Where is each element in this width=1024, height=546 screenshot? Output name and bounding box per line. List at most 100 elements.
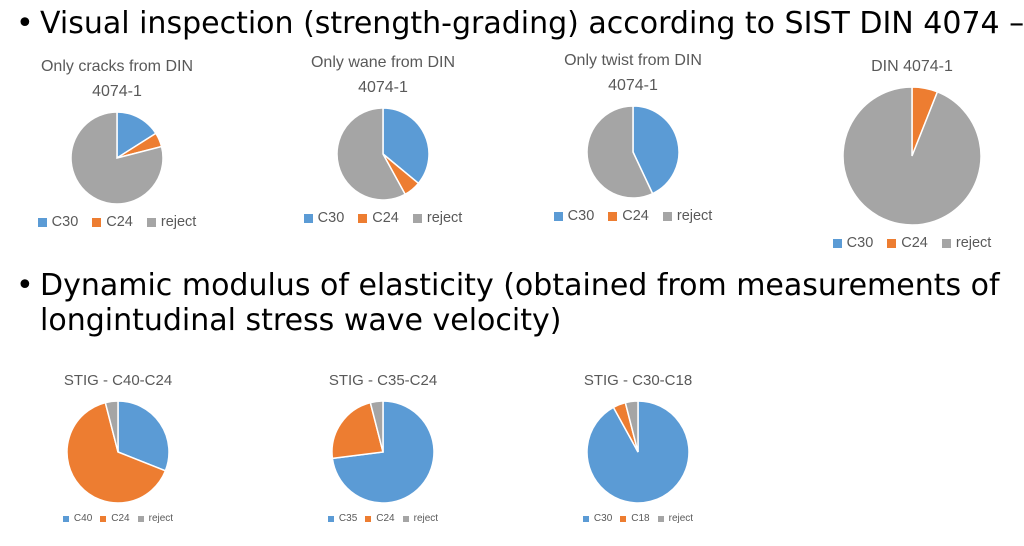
legend-swatch xyxy=(146,217,156,227)
pie-chart-stig-c35-c24: STIG - C35-C24 C35 C24 reject xyxy=(303,368,463,524)
legend-label: C30 xyxy=(51,214,79,230)
bullet-text-dynamic-line1: Dynamic modulus of elasticity (obtained … xyxy=(40,268,1000,303)
pie-slice-reject xyxy=(586,105,654,199)
legend-label: C30 xyxy=(317,210,345,226)
pie-slice-c30 xyxy=(632,105,680,195)
pie-slice-reject xyxy=(336,107,407,201)
legend-swatch xyxy=(327,515,334,522)
pie-chart-wane: Only wane from DIN 4074-1 C30 C24 reject xyxy=(288,50,478,226)
legend-label: reject xyxy=(413,513,439,524)
legend-item-reject: reject xyxy=(662,208,712,224)
pie-slice-reject xyxy=(70,111,164,205)
chart-legend: C30 C24 reject xyxy=(538,208,728,224)
legend-swatch xyxy=(582,515,589,522)
legend-label: reject xyxy=(160,214,197,230)
legend-item-c30: C30 xyxy=(553,208,595,224)
chart-title: STIG - C40-C24 xyxy=(63,372,173,389)
pie-svg xyxy=(70,111,164,205)
legend-swatch xyxy=(941,238,951,248)
legend-item-c24: C24 xyxy=(608,208,649,224)
chart-title: Only twist from DIN 4074-1 xyxy=(564,52,702,94)
bullet-symbol: • xyxy=(16,6,34,41)
chart-title: STIG - C35-C24 xyxy=(328,372,438,389)
legend-label: reject xyxy=(426,210,463,226)
pie-chart-stig-c40-c24: STIG - C40-C24 C40 C24 reject xyxy=(38,368,198,524)
chart-legend: C30 C24 reject xyxy=(22,214,212,230)
bullet-visual-inspection: • Visual inspection (strength-grading) ac… xyxy=(16,6,1024,41)
pie-slice-reject xyxy=(842,86,982,226)
pie-chart-cracks: Only cracks from DIN 4074-1 C30 C24 reject xyxy=(22,54,212,230)
legend-item-c24: C24 xyxy=(365,513,395,524)
legend-label: reject xyxy=(668,513,694,524)
pie-slice-reject xyxy=(624,400,639,453)
legend-item-c35: C35 xyxy=(327,513,357,524)
pie-slice-c40 xyxy=(117,400,170,472)
legend-swatch xyxy=(657,515,664,522)
pie-svg xyxy=(66,400,170,504)
legend-label: C24 xyxy=(901,235,928,251)
legend-label: C24 xyxy=(372,210,399,226)
bullet-dynamic-modulus: • Dynamic modulus of elasticity (obtained… xyxy=(16,268,1000,338)
legend-item-reject: reject xyxy=(146,214,197,230)
legend-swatch xyxy=(412,213,422,223)
legend-swatch xyxy=(402,515,409,522)
bullet-text-dynamic-line2: longintudinal stress wave velocity) xyxy=(40,303,562,338)
chart-title: DIN 4074-1 xyxy=(871,58,953,75)
legend-item-c30: C30 xyxy=(582,513,613,524)
legend-swatch xyxy=(887,238,897,248)
legend-label: reject xyxy=(955,235,992,251)
legend-item-c24: C24 xyxy=(887,235,928,251)
legend-label: reject xyxy=(148,513,174,524)
legend-swatch xyxy=(553,211,563,221)
legend-item-c24: C24 xyxy=(92,214,133,230)
pie-slice-c24 xyxy=(66,401,167,504)
pie-svg xyxy=(331,400,435,504)
legend-item-c24: C24 xyxy=(100,513,130,524)
pie-slice-c24 xyxy=(331,401,384,460)
legend-label: C18 xyxy=(631,513,650,524)
legend-item-c30: C30 xyxy=(37,214,79,230)
legend-swatch xyxy=(832,238,842,248)
legend-item-reject: reject xyxy=(137,513,174,524)
chart-legend: C35 C24 reject xyxy=(303,513,463,524)
legend-swatch xyxy=(608,211,618,221)
legend-swatch xyxy=(303,213,313,223)
legend-swatch xyxy=(62,515,69,522)
chart-title: Only wane from DIN 4074-1 xyxy=(310,54,456,96)
chart-title: STIG - C30-C18 xyxy=(583,372,693,389)
pie-slice-reject xyxy=(369,400,384,453)
legend-label: C40 xyxy=(73,513,93,524)
legend-item-reject: reject xyxy=(657,513,694,524)
legend-label: C24 xyxy=(622,208,649,224)
legend-swatch xyxy=(358,213,368,223)
pie-chart-twist: Only twist from DIN 4074-1 C30 C24 reject xyxy=(538,48,728,224)
legend-item-reject: reject xyxy=(412,210,463,226)
legend-item-c24: C24 xyxy=(358,210,399,226)
chart-legend: C30 C18 reject xyxy=(558,513,718,524)
legend-swatch xyxy=(137,515,144,522)
pie-svg xyxy=(842,86,982,226)
pie-slice-c30 xyxy=(382,107,430,185)
pie-svg xyxy=(586,105,680,199)
bullet-text-visual: Visual inspection (strength-grading) acc… xyxy=(40,6,1024,41)
pie-slice-c30 xyxy=(116,111,157,160)
legend-item-c30: C30 xyxy=(303,210,345,226)
legend-label: C24 xyxy=(376,513,395,524)
chart-legend: C30 C24 reject xyxy=(288,210,478,226)
pie-svg xyxy=(586,400,690,504)
legend-item-c40: C40 xyxy=(62,513,93,524)
legend-label: C24 xyxy=(106,214,133,230)
legend-swatch xyxy=(37,217,47,227)
legend-item-c30: C30 xyxy=(832,235,873,251)
pie-chart-stig-c30-c18: STIG - C30-C18 C30 C18 reject xyxy=(558,368,718,524)
chart-legend: C40 C24 reject xyxy=(38,513,198,524)
chart-legend: C30 C24 reject xyxy=(812,235,1012,251)
legend-swatch xyxy=(620,515,627,522)
bullet-symbol: • xyxy=(16,268,34,303)
pie-svg xyxy=(336,107,430,201)
legend-swatch xyxy=(662,211,672,221)
legend-label: C30 xyxy=(567,208,595,224)
pie-slice-reject xyxy=(104,400,119,453)
legend-label: C30 xyxy=(593,513,613,524)
legend-swatch xyxy=(365,515,372,522)
